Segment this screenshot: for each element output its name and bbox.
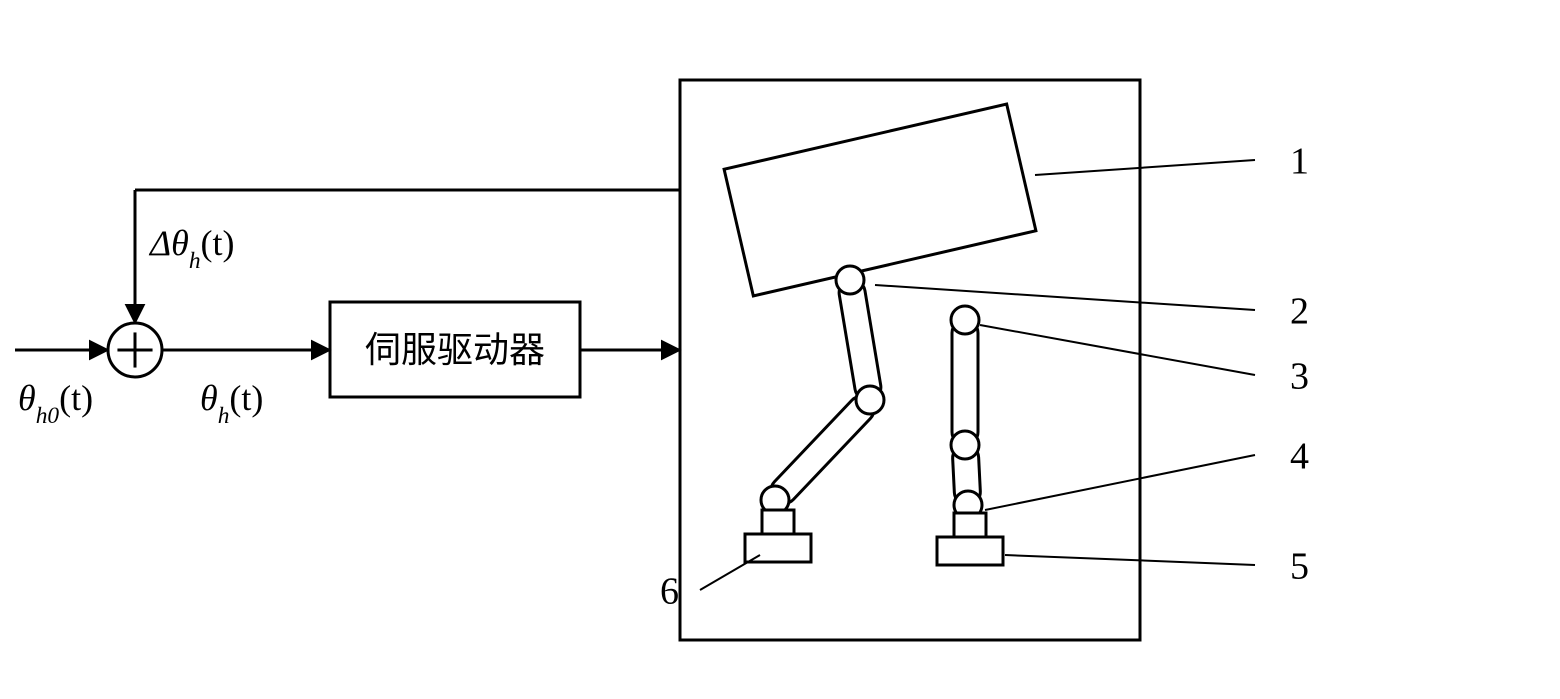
callout-2-number: 2 xyxy=(1290,290,1309,332)
callout-5-leader xyxy=(1005,555,1255,565)
robot-hip-left-joint xyxy=(836,266,864,294)
callout-4-leader xyxy=(985,455,1255,510)
callout-5-number: 5 xyxy=(1290,545,1309,587)
robot-foot-right-upper xyxy=(954,513,986,537)
callout-1-number: 1 xyxy=(1290,140,1309,182)
callout-6-number: 6 xyxy=(660,570,679,612)
callout-4-number: 4 xyxy=(1290,435,1309,477)
callout-3-number: 3 xyxy=(1290,355,1309,397)
callout-2-leader xyxy=(875,285,1255,310)
robot-hip-right-joint xyxy=(951,306,979,334)
callout-1-leader xyxy=(1035,160,1255,175)
robot-knee-right-joint xyxy=(951,431,979,459)
robot-knee-left-joint xyxy=(856,386,884,414)
label-delta-theta-h: Δθh(t) xyxy=(148,223,235,274)
servo-driver-label: 伺服驱动器 xyxy=(365,330,545,370)
callout-3-leader xyxy=(980,325,1255,375)
robot-foot-left-upper xyxy=(762,510,794,534)
callout-6-leader xyxy=(700,555,760,590)
robot-thigh-right xyxy=(952,320,978,445)
label-theta-h: θh(t) xyxy=(200,378,263,429)
robot-torso xyxy=(724,104,1036,296)
robot-thigh-left xyxy=(837,278,883,402)
robot-foot-right-lower xyxy=(937,537,1003,565)
label-theta-h0: θh0(t) xyxy=(18,378,93,429)
